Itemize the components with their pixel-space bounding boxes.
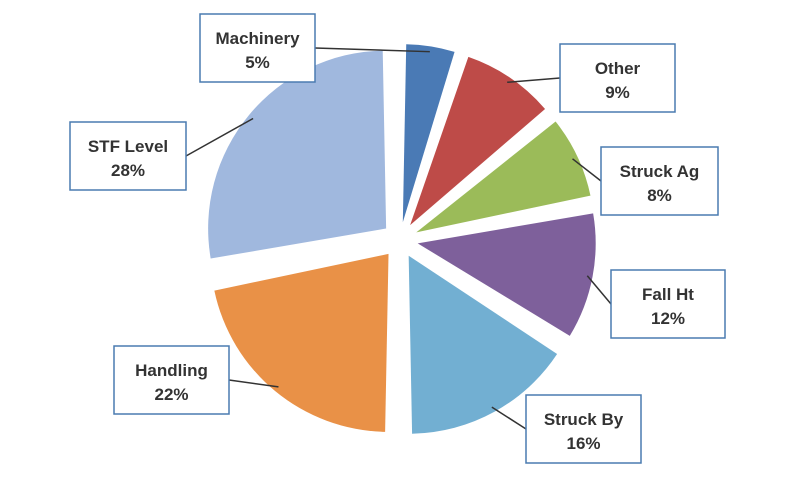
data-label-box bbox=[525, 394, 642, 464]
pie-slice-handling bbox=[214, 253, 389, 432]
slice-name-label: Struck By bbox=[544, 410, 624, 429]
slice-percent-label: 5% bbox=[245, 53, 270, 72]
slice-percent-label: 9% bbox=[605, 83, 630, 102]
leader-line-struck-ag bbox=[572, 158, 602, 182]
pie-slice-other bbox=[410, 56, 546, 226]
data-label-box bbox=[69, 121, 187, 191]
pie-slices bbox=[208, 44, 596, 434]
leader-line-machinery bbox=[314, 47, 430, 53]
slice-name-label: Fall Ht bbox=[642, 285, 694, 304]
data-label-struck-by: Struck By 16% bbox=[525, 394, 642, 464]
data-label-box bbox=[199, 13, 316, 83]
data-label-box bbox=[600, 146, 719, 216]
leader-line-fall-ht bbox=[586, 275, 612, 305]
slice-percent-label: 8% bbox=[647, 186, 672, 205]
data-label-box bbox=[610, 269, 726, 339]
leader-line-stf-level bbox=[185, 117, 254, 157]
slice-name-label: Other bbox=[595, 59, 641, 78]
leader-line-handling bbox=[228, 379, 279, 388]
slice-percent-label: 22% bbox=[154, 385, 188, 404]
pie-labels: Machinery 5% Other 9% Struck Ag 8% Fall Ht 12% S… bbox=[69, 13, 726, 464]
data-label-stf-level: STF Level 28% bbox=[69, 121, 187, 191]
slice-percent-label: 16% bbox=[566, 434, 600, 453]
slice-name-label: Struck Ag bbox=[620, 162, 700, 181]
data-label-fall-ht: Fall Ht 12% bbox=[610, 269, 726, 339]
pie-slice-fall-ht bbox=[417, 213, 596, 336]
slice-percent-label: 28% bbox=[111, 161, 145, 180]
data-label-handling: Handling 22% bbox=[113, 345, 230, 415]
pie-slice-machinery bbox=[402, 44, 455, 223]
data-label-box bbox=[559, 43, 676, 113]
slice-percent-label: 12% bbox=[651, 309, 685, 328]
data-label-machinery: Machinery 5% bbox=[199, 13, 316, 83]
data-label-box bbox=[113, 345, 230, 415]
pie-slice-stf-level bbox=[208, 50, 387, 259]
slice-name-label: Machinery bbox=[215, 29, 300, 48]
data-label-other: Other 9% bbox=[559, 43, 676, 113]
pie-slice-struck-ag bbox=[416, 121, 591, 233]
data-label-struck-ag: Struck Ag 8% bbox=[600, 146, 719, 216]
leader-line-other bbox=[507, 77, 561, 84]
slice-name-label: Handling bbox=[135, 361, 208, 380]
pie-slice-struck-by bbox=[408, 255, 558, 434]
slice-name-label: STF Level bbox=[88, 137, 168, 156]
leader-line-struck-by bbox=[491, 406, 527, 430]
